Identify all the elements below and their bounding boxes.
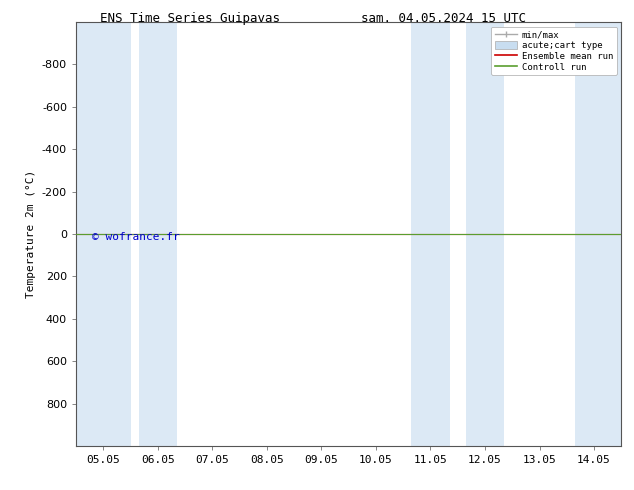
Bar xyxy=(575,22,621,446)
Text: sam. 04.05.2024 15 UTC: sam. 04.05.2024 15 UTC xyxy=(361,12,526,25)
Bar xyxy=(466,22,504,446)
Bar xyxy=(411,22,450,446)
Text: ENS Time Series Guipavas: ENS Time Series Guipavas xyxy=(100,12,280,25)
Bar xyxy=(139,22,177,446)
Text: © wofrance.fr: © wofrance.fr xyxy=(93,232,180,242)
Legend: min/max, acute;cart type, Ensemble mean run, Controll run: min/max, acute;cart type, Ensemble mean … xyxy=(491,26,617,75)
Bar xyxy=(76,22,131,446)
Y-axis label: Temperature 2m (°C): Temperature 2m (°C) xyxy=(27,170,36,298)
